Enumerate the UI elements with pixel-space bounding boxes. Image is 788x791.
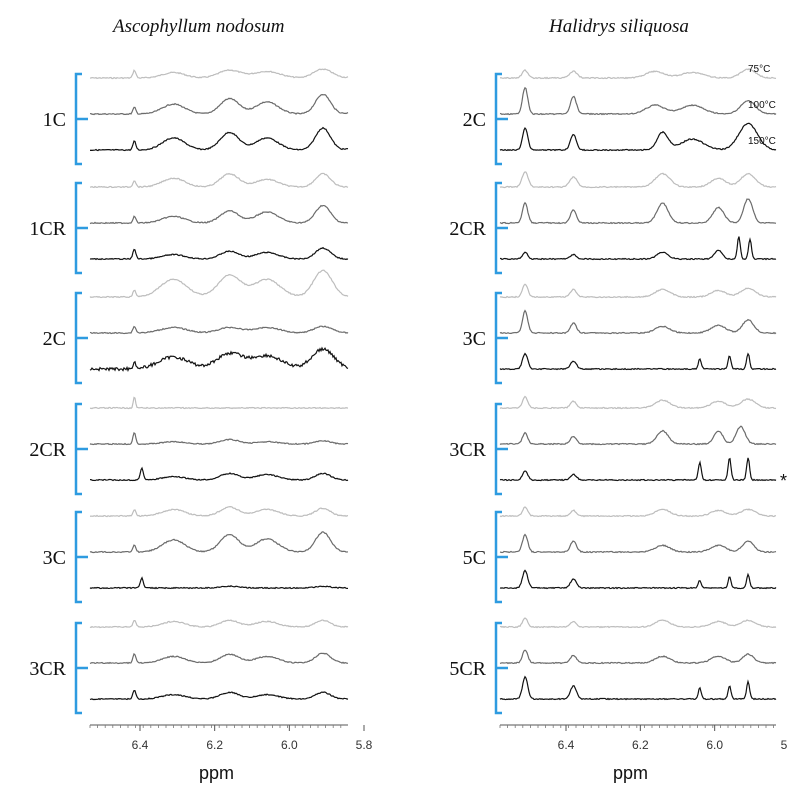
group-label-5cr: 5CR — [449, 658, 486, 680]
spectrum-trace — [499, 122, 777, 152]
spectrum-trace — [499, 395, 777, 410]
x-axis-label-left: ppm — [199, 763, 235, 783]
spectrum-group-1cr: 1CR — [29, 172, 349, 275]
spectrum-trace — [499, 283, 777, 299]
group-bracket — [74, 402, 88, 496]
spectrum-trace — [499, 569, 777, 590]
spectrum-trace — [499, 309, 777, 335]
group-label-3c: 3C — [463, 328, 486, 350]
spectrum-trace — [499, 86, 777, 116]
x-tick-label: 6.4 — [132, 738, 149, 752]
spectrum-group-2c: 2C — [43, 269, 349, 385]
spectrum-group-2cr: 2CR — [29, 396, 349, 496]
spectrum-trace — [89, 396, 349, 410]
spectrum-trace — [89, 269, 349, 299]
x-tick-label: 5.8 — [781, 738, 788, 752]
asterisk-annotation: * — [780, 471, 787, 491]
spectrum-group-3c: 3C — [463, 283, 777, 385]
spectra-panel-0: 1C 1CR 2C 2CR 3C 3CR 6.4 6.2 6.0 5.8 — [29, 68, 373, 752]
group-bracket — [74, 72, 88, 166]
spectrum-trace — [499, 425, 777, 446]
spectrum-group-5cr: 5CR — [449, 617, 777, 715]
temperature-label: 150°C — [748, 136, 776, 147]
x-tick-label: 5.8 — [356, 738, 373, 752]
x-axis-label-right: ppm — [613, 763, 649, 783]
spectrum-trace — [89, 652, 349, 665]
temperature-label: 75°C — [748, 64, 770, 75]
temperature-label: 100°C — [748, 100, 776, 111]
spectrum-trace — [499, 506, 777, 518]
x-tick-label: 6.2 — [206, 738, 223, 752]
group-label-2cr: 2CR — [449, 218, 486, 240]
spectrum-trace — [89, 346, 349, 373]
x-tick-label: 6.4 — [558, 738, 575, 752]
spectrum-trace — [89, 466, 349, 482]
spectrum-trace — [499, 352, 777, 371]
spectrum-trace — [89, 506, 349, 518]
spectrum-trace — [89, 690, 349, 701]
group-label-5c: 5C — [463, 547, 486, 569]
group-label-1cr: 1CR — [29, 218, 66, 240]
spectrum-trace — [89, 246, 349, 261]
panel-title-halidrys: Halidrys siliquosa — [549, 16, 689, 37]
x-tick-label: 6.2 — [632, 738, 649, 752]
group-label-2c: 2C — [463, 109, 486, 131]
spectrum-trace — [499, 457, 777, 482]
group-label-3cr: 3CR — [449, 439, 486, 461]
spectrum-group-1c: 1C — [43, 68, 349, 166]
spectrum-group-3cr: 3CR — [449, 395, 777, 496]
panel-title-ascophyllum: Ascophyllum nodosum — [113, 16, 285, 37]
spectrum-trace — [89, 576, 349, 590]
spectrum-trace — [89, 126, 349, 152]
group-bracket — [74, 291, 88, 385]
spectrum-trace — [89, 432, 349, 446]
group-label-2cr: 2CR — [29, 439, 66, 461]
spectrum-group-3cr: 3CR — [29, 619, 349, 715]
group-bracket — [494, 72, 508, 166]
spectrum-trace — [89, 94, 349, 116]
spectrum-trace — [89, 531, 349, 554]
group-bracket — [74, 181, 88, 275]
group-label-2c: 2C — [43, 328, 66, 350]
spectrum-trace — [499, 171, 777, 189]
spectrum-trace — [89, 172, 349, 189]
group-bracket — [494, 621, 508, 715]
x-tick-label: 6.0 — [706, 738, 723, 752]
spectrum-trace — [499, 198, 777, 225]
spectrum-trace — [499, 533, 777, 554]
group-label-3cr: 3CR — [29, 658, 66, 680]
group-bracket — [494, 510, 508, 604]
spectrum-trace — [499, 236, 777, 261]
spectrum-group-2cr: 2CR — [449, 171, 777, 275]
spectrum-trace — [89, 68, 349, 80]
spectrum-trace — [89, 619, 349, 629]
group-bracket — [74, 510, 88, 604]
group-bracket — [74, 621, 88, 715]
spectrum-trace — [499, 67, 777, 80]
spectrum-trace — [89, 325, 349, 335]
spectrum-trace — [89, 204, 349, 225]
group-label-3c: 3C — [43, 547, 66, 569]
group-bracket — [494, 402, 508, 496]
spectrum-group-3c: 3C — [43, 506, 349, 604]
spectrum-trace — [499, 649, 777, 665]
group-bracket — [494, 181, 508, 275]
spectra-panel-1: 2C 2CR 3C 3CR 5C 5CR 6.4 6.2 6.0 5.8 75°C 100°C 150°… — [449, 64, 788, 752]
group-label-1c: 1C — [43, 109, 66, 131]
spectrum-trace — [499, 675, 777, 701]
spectrum-group-5c: 5C — [463, 506, 777, 604]
x-tick-label: 6.0 — [281, 738, 298, 752]
spectrum-group-2c: 2C — [463, 67, 777, 166]
spectrum-trace — [499, 617, 777, 629]
group-bracket — [494, 291, 508, 385]
